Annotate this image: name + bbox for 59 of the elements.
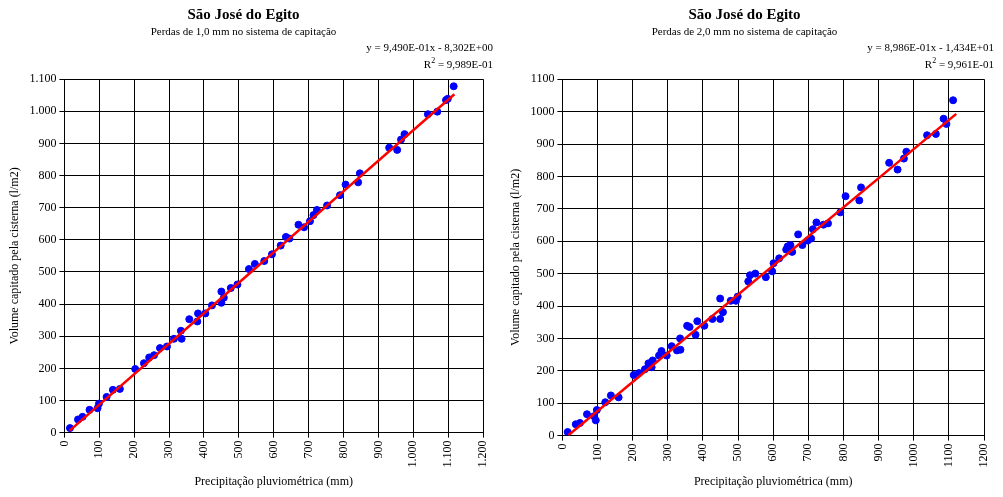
x-tick-label: 400: [695, 443, 710, 462]
x-tick-label: 1.000: [405, 440, 420, 468]
y-axis-title: Volume capitado pela cisterna (l/m2): [508, 168, 523, 346]
x-tick-label: 100: [91, 440, 106, 459]
x-tick-label: 900: [870, 443, 885, 462]
x-tick-label: 0: [56, 440, 71, 447]
y-tick-label: 500: [38, 264, 57, 279]
x-tick-label: 800: [835, 443, 850, 462]
y-tick-label: 0: [50, 424, 57, 439]
x-tick-label: 800: [335, 440, 350, 459]
x-tick-label: 300: [659, 443, 674, 462]
y-axis-title: Volume capitado pela cisterna (l/m2): [7, 167, 22, 345]
text: y = 8,986E-01x - 1,434E+01: [867, 41, 994, 54]
x-tick-label: 700: [300, 440, 315, 459]
chart-title: São José do Egito: [187, 5, 300, 22]
y-tick-label: 300: [38, 328, 57, 343]
y-tick-label: 800: [536, 168, 555, 183]
chart-subtitle: Perdas de 2,0 mm no sistema de capitação: [651, 25, 838, 38]
y-tick-label: 900: [38, 135, 57, 150]
y-tick-label: 200: [536, 362, 555, 377]
x-tick-label: 300: [161, 440, 176, 459]
y-tick-label: 1.100: [29, 71, 57, 86]
x-tick-label: 500: [230, 440, 245, 459]
x-tick-label: 1.200: [475, 440, 490, 468]
x-tick-label: 900: [370, 440, 385, 459]
x-tick-label: 500: [730, 443, 745, 462]
x-axis-title: Precipitação pluviométrica (mm): [194, 473, 354, 488]
y-tick-label: 900: [536, 136, 555, 151]
y-tick-label: 400: [38, 296, 57, 311]
x-tick-label: 600: [765, 443, 780, 462]
x-tick-label: 1000: [905, 443, 920, 468]
x-tick-label: 1100: [941, 443, 956, 468]
y-tick-label: 1100: [530, 71, 555, 86]
text: y = 9,490E-01x - 8,302E+00: [366, 41, 494, 54]
x-tick-label: 1200: [976, 443, 991, 468]
y-tick-label: 700: [38, 199, 57, 214]
x-tick-label: 0: [554, 443, 569, 450]
y-tick-label: 200: [38, 360, 57, 375]
y-tick-label: 1000: [530, 103, 555, 118]
x-tick-label: 200: [126, 440, 141, 459]
x-tick-label: 400: [196, 440, 211, 459]
y-tick-label: 800: [38, 167, 57, 182]
x-tick-label: 1.100: [440, 440, 455, 468]
x-tick-label: 600: [265, 440, 280, 459]
x-tick-label: 200: [624, 443, 639, 462]
y-tick-label: 600: [38, 231, 57, 246]
y-tick-label: 1.000: [29, 103, 57, 118]
y-tick-label: 500: [536, 265, 555, 280]
y-tick-label: 100: [38, 392, 57, 407]
y-tick-label: 100: [536, 395, 555, 410]
y-tick-label: 700: [536, 200, 555, 215]
y-tick-label: 600: [536, 233, 555, 248]
chart-subtitle: Perdas de 1,0 mm no sistema de capitação: [150, 25, 337, 38]
x-tick-label: 700: [800, 443, 815, 462]
x-tick-label: 100: [589, 443, 604, 462]
chart-title: São José do Egito: [688, 5, 801, 22]
y-tick-label: 300: [536, 330, 555, 345]
y-tick-label: 400: [536, 298, 555, 313]
x-axis-title: Precipitação pluviométrica (mm): [693, 473, 853, 488]
